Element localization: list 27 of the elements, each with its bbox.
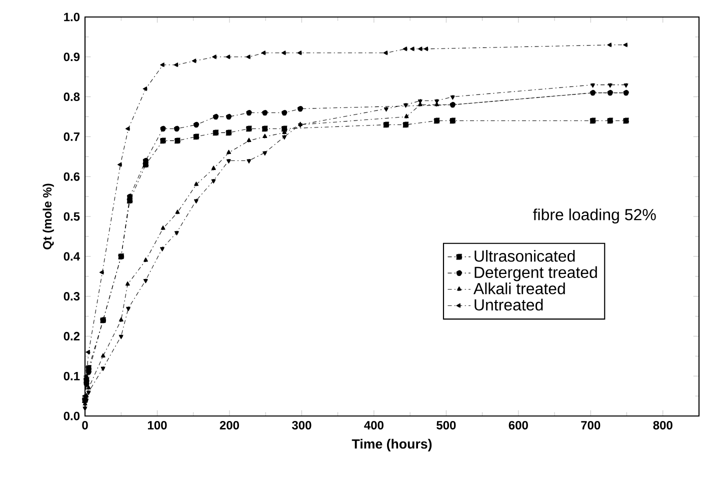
x-tick-label: 700 bbox=[581, 420, 600, 430]
x-tick-label: 500 bbox=[436, 420, 456, 430]
y-tick-label: 0.7 bbox=[64, 132, 80, 141]
x-tick-label: 300 bbox=[292, 420, 312, 430]
x-axis-title: Time (hours) bbox=[352, 438, 432, 452]
legend-label: Ultrasonicated bbox=[474, 250, 575, 262]
y-tick-label: 0.4 bbox=[64, 252, 80, 261]
y-tick-label: 0.1 bbox=[64, 372, 80, 380]
legend-label: Alkali treated bbox=[473, 282, 565, 294]
x-tick-label: 200 bbox=[220, 420, 239, 430]
y-tick-label: 0.8 bbox=[64, 92, 80, 102]
x-tick-label: 800 bbox=[653, 420, 672, 430]
y-axis-title: Qt (mole %) bbox=[42, 184, 54, 250]
x-tick-label: 400 bbox=[364, 420, 384, 430]
x-tick-label: 100 bbox=[148, 420, 167, 430]
y-tick-label: 0.2 bbox=[64, 332, 80, 340]
legend-label: Untreated bbox=[474, 298, 543, 311]
y-tick-label: 0.9 bbox=[64, 52, 80, 62]
annotation: fibre loading 52% bbox=[533, 208, 656, 224]
y-tick-label: 0.6 bbox=[64, 172, 80, 181]
y-tick-label: 0.3 bbox=[64, 292, 80, 301]
legend-label: Detergent treated bbox=[474, 266, 597, 282]
x-tick-label: 0 bbox=[82, 420, 88, 430]
y-tick-label: 0.5 bbox=[64, 212, 80, 221]
y-tick-label: 1.0 bbox=[64, 12, 80, 22]
y-tick-label: 0.0 bbox=[64, 412, 80, 420]
x-tick-label: 600 bbox=[508, 420, 528, 430]
